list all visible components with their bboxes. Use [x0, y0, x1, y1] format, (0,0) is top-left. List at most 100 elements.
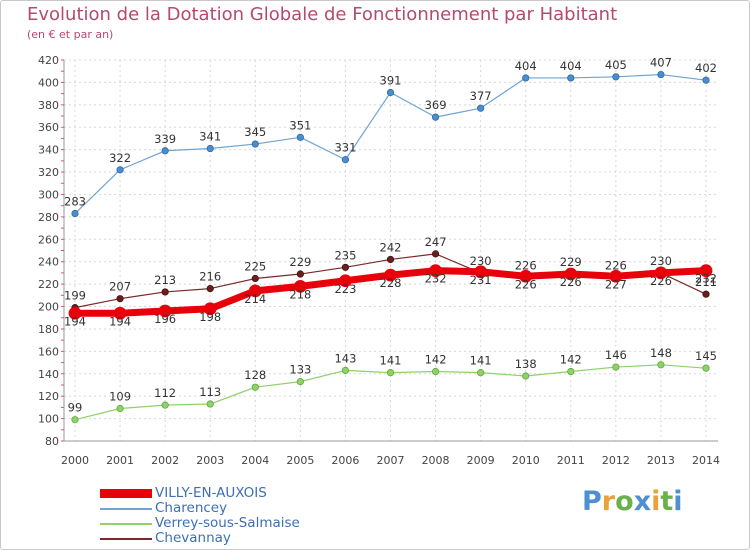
data-label-charencey: 407	[650, 56, 672, 70]
x-tick-label: 2003	[196, 454, 224, 467]
data-label-villy-en-auxois: 196	[154, 312, 176, 326]
y-tick-label: 260	[38, 233, 59, 246]
data-point-verrey-sous-salmaise	[612, 363, 620, 371]
data-label-charencey: 404	[560, 59, 582, 73]
logo-letter: t	[660, 486, 674, 517]
data-point-villy-en-auxois	[429, 264, 442, 278]
y-tick-label: 200	[38, 301, 59, 314]
legend-swatch-chevannay	[100, 538, 152, 540]
data-point-chevannay	[341, 263, 350, 271]
data-point-chevannay	[206, 284, 214, 293]
data-label-villy-en-auxois: 226	[650, 274, 672, 288]
data-label-chevannay: 230	[470, 254, 492, 268]
data-label-villy-en-auxois: 226	[515, 277, 537, 291]
data-point-villy-en-auxois	[203, 302, 217, 316]
legend-item-villy: VILLY-EN-AUXOIS	[100, 485, 400, 501]
x-tick-label: 2010	[512, 454, 540, 467]
data-point-villy-en-auxois	[293, 279, 307, 293]
data-point-charencey	[657, 70, 665, 79]
chart-title: Evolution de la Dotation Globale de Fonc…	[27, 4, 618, 25]
data-label-chevannay: 230	[650, 254, 672, 268]
data-label-verrey-sous-salmaise: 138	[515, 357, 537, 371]
data-label-charencey: 283	[64, 195, 86, 209]
data-point-charencey	[386, 88, 395, 97]
data-point-verrey-sous-salmaise	[341, 366, 350, 375]
logo-letter: P	[582, 486, 602, 517]
data-label-charencey: 322	[109, 151, 131, 165]
data-point-chevannay	[431, 250, 440, 258]
legend-label-verrey: Verrey-sous-Salmaise	[155, 515, 300, 531]
y-tick-label: 220	[38, 278, 59, 291]
logo-letter: i	[651, 486, 661, 517]
data-label-verrey-sous-salmaise: 142	[560, 353, 582, 367]
data-point-charencey	[567, 74, 575, 82]
data-label-charencey: 404	[515, 59, 537, 73]
data-label-verrey-sous-salmaise: 141	[470, 354, 492, 368]
data-point-chevannay	[116, 295, 124, 303]
x-tick-label: 2014	[692, 454, 720, 467]
data-label-chevannay: 229	[560, 255, 582, 269]
data-label-charencey: 405	[605, 58, 627, 72]
y-tick-label: 400	[38, 76, 59, 89]
data-label-chevannay: 216	[199, 270, 221, 284]
data-point-verrey-sous-salmaise	[161, 401, 169, 409]
data-point-villy-en-auxois	[654, 266, 668, 280]
legend-item-charencey: Charencey	[100, 500, 400, 516]
data-point-villy-en-auxois	[519, 269, 533, 283]
data-point-charencey	[206, 144, 214, 153]
legend-item-chevannay: Chevannay	[100, 530, 400, 546]
data-label-verrey-sous-salmaise: 112	[154, 386, 176, 400]
data-label-verrey-sous-salmaise: 143	[334, 351, 356, 365]
data-label-verrey-sous-salmaise: 113	[199, 385, 221, 399]
logo-letter: i	[673, 486, 683, 517]
data-point-verrey-sous-salmaise	[431, 367, 440, 376]
data-point-charencey	[522, 74, 530, 82]
data-label-verrey-sous-salmaise: 141	[380, 354, 402, 368]
data-point-chevannay	[161, 288, 169, 296]
data-point-villy-en-auxois	[248, 284, 262, 298]
data-label-villy-en-auxois: 232	[695, 272, 717, 286]
x-tick-label: 2011	[557, 454, 585, 467]
y-tick-label: 100	[38, 413, 59, 426]
x-tick-label: 2001	[106, 454, 134, 467]
legend-item-verrey: Verrey-sous-Salmaise	[100, 515, 400, 531]
x-tick-label: 2007	[377, 454, 405, 467]
data-label-verrey-sous-salmaise: 99	[68, 401, 83, 415]
data-label-charencey: 341	[199, 130, 221, 144]
data-label-charencey: 331	[334, 141, 356, 155]
x-tick-label: 2008	[422, 454, 450, 467]
data-label-charencey: 345	[244, 125, 266, 139]
y-tick-label: 120	[38, 390, 59, 403]
data-label-chevannay: 247	[425, 235, 447, 249]
data-label-villy-en-auxois: 232	[425, 272, 447, 286]
data-point-verrey-sous-salmaise	[522, 372, 530, 380]
data-label-charencey: 339	[154, 132, 176, 146]
data-point-charencey	[431, 113, 440, 121]
y-tick-label: 280	[38, 211, 59, 224]
legend-swatch-charencey	[100, 508, 152, 510]
data-point-chevannay	[296, 270, 304, 278]
legend-label-chevannay: Chevannay	[155, 530, 231, 546]
y-tick-label: 300	[38, 188, 59, 201]
data-label-chevannay: 199	[64, 289, 86, 303]
proxiti-logo: Proxiti	[582, 486, 683, 517]
legend-label-charencey: Charencey	[155, 500, 228, 516]
data-label-chevannay: 211	[695, 275, 717, 289]
data-label-villy-en-auxois: 194	[64, 314, 86, 328]
y-tick-label: 140	[38, 368, 59, 381]
logo-letter: x	[633, 486, 652, 517]
legend-swatch-verrey	[100, 523, 152, 525]
data-point-charencey	[296, 133, 304, 141]
data-point-verrey-sous-salmaise	[206, 400, 214, 408]
data-point-villy-en-auxois	[339, 274, 352, 288]
x-tick-label: 2009	[467, 454, 495, 467]
y-tick-label: 320	[38, 166, 59, 179]
data-label-verrey-sous-salmaise: 146	[605, 348, 627, 362]
data-point-charencey	[116, 166, 124, 174]
y-tick-label: 180	[38, 323, 59, 336]
data-label-charencey: 369	[425, 98, 447, 112]
data-label-verrey-sous-salmaise: 109	[109, 390, 131, 404]
data-label-verrey-sous-salmaise: 128	[244, 368, 266, 382]
data-label-chevannay: 225	[244, 260, 266, 274]
